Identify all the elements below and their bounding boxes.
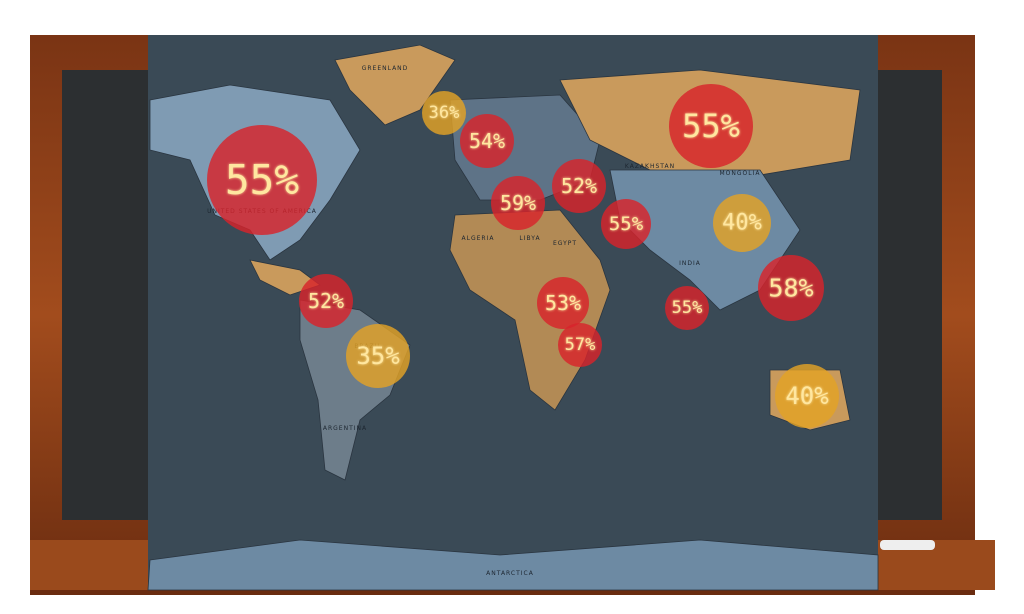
bubble — [299, 274, 353, 328]
bubble-label: 54% — [469, 129, 505, 153]
bubble-label: 35% — [356, 342, 400, 370]
map-label: INDIA — [679, 260, 701, 267]
bubble — [601, 199, 651, 249]
bubble — [775, 364, 839, 428]
map-label: GREENLAND — [362, 65, 409, 72]
bubble — [346, 324, 410, 388]
bubble — [491, 176, 545, 230]
bubble-label: 52% — [308, 289, 344, 313]
bubble-label: 40% — [722, 211, 762, 236]
map-label: ALGERIA — [462, 235, 495, 242]
bubble — [713, 194, 771, 252]
bubble — [669, 84, 753, 168]
bubbles: 55% 55% 36% 54% 59% 52% 55% 40% 52% 53% 35% 57% 55% 5… — [207, 84, 839, 428]
bubble-label: 53% — [545, 291, 581, 315]
bubble-label: 55% — [225, 156, 299, 204]
bubble-label: 55% — [672, 298, 703, 318]
map-label: ANTARCTICA — [486, 570, 534, 577]
bubble-label: 57% — [565, 335, 596, 355]
chalk — [880, 540, 935, 550]
map-label: ARGENTINA — [323, 425, 367, 432]
bubble — [558, 323, 602, 367]
bubble — [537, 277, 589, 329]
continents — [147, 44, 879, 591]
map-label: KAZAKHSTAN — [625, 163, 675, 170]
bubble-label: 40% — [785, 382, 829, 410]
bubble — [207, 125, 317, 235]
bubble-label: 52% — [561, 174, 597, 198]
bubble-label: 36% — [429, 103, 460, 123]
bubble-label: 58% — [768, 274, 813, 303]
bubble — [460, 114, 514, 168]
bubble — [665, 286, 709, 330]
bubble — [552, 159, 606, 213]
bubble — [758, 255, 824, 321]
bubble — [422, 91, 466, 135]
map-label: MONGOLIA — [720, 170, 761, 177]
bubble-label: 59% — [500, 191, 536, 215]
map-label: EGYPT — [553, 240, 577, 247]
bubble-label: 55% — [682, 107, 740, 145]
bubble-label: 55% — [609, 213, 644, 235]
map-label: LIBYA — [519, 235, 540, 242]
